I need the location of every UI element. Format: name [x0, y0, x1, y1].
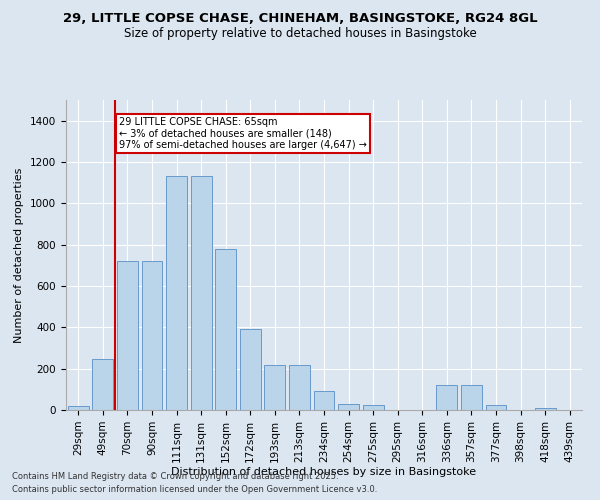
Bar: [314, 392, 334, 410]
Text: 29 LITTLE COPSE CHASE: 65sqm
← 3% of detached houses are smaller (148)
97% of se: 29 LITTLE COPSE CHASE: 65sqm ← 3% of det…: [119, 116, 367, 150]
Text: Contains public sector information licensed under the Open Government Licence v3: Contains public sector information licen…: [12, 485, 377, 494]
Bar: [265, 364, 286, 410]
Text: Size of property relative to detached houses in Basingstoke: Size of property relative to detached ho…: [124, 28, 476, 40]
Bar: [289, 364, 310, 410]
Bar: [362, 405, 383, 410]
Bar: [117, 261, 138, 410]
Y-axis label: Number of detached properties: Number of detached properties: [14, 168, 25, 342]
Bar: [338, 404, 359, 410]
Bar: [240, 330, 261, 410]
X-axis label: Distribution of detached houses by size in Basingstoke: Distribution of detached houses by size …: [172, 468, 476, 477]
Bar: [68, 406, 89, 410]
Bar: [166, 176, 187, 410]
Bar: [215, 249, 236, 410]
Bar: [142, 261, 163, 410]
Bar: [535, 408, 556, 410]
Bar: [191, 176, 212, 410]
Text: Contains HM Land Registry data © Crown copyright and database right 2025.: Contains HM Land Registry data © Crown c…: [12, 472, 338, 481]
Bar: [461, 385, 482, 410]
Bar: [92, 360, 113, 410]
Bar: [436, 385, 457, 410]
Bar: [485, 405, 506, 410]
Text: 29, LITTLE COPSE CHASE, CHINEHAM, BASINGSTOKE, RG24 8GL: 29, LITTLE COPSE CHASE, CHINEHAM, BASING…: [62, 12, 538, 26]
